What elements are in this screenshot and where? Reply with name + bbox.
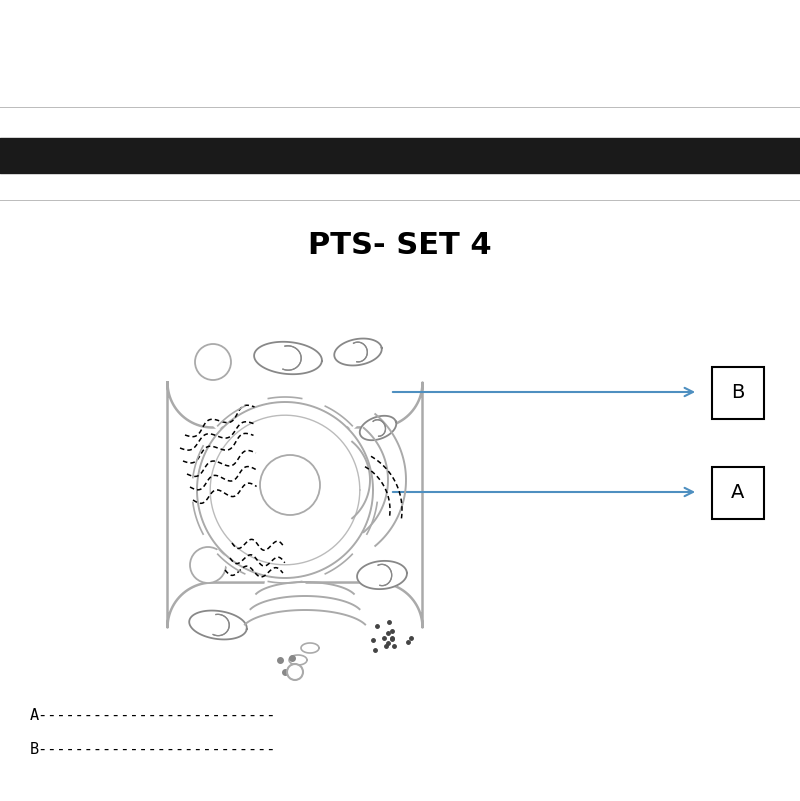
Polygon shape bbox=[357, 561, 407, 589]
Polygon shape bbox=[167, 383, 422, 627]
Text: PTS- SET 4: PTS- SET 4 bbox=[308, 231, 492, 260]
FancyBboxPatch shape bbox=[712, 367, 764, 419]
FancyBboxPatch shape bbox=[712, 467, 764, 519]
Circle shape bbox=[195, 344, 231, 380]
Text: B--------------------------: B-------------------------- bbox=[30, 743, 276, 758]
Circle shape bbox=[287, 664, 303, 680]
Polygon shape bbox=[360, 416, 396, 441]
Polygon shape bbox=[334, 339, 382, 365]
Text: A--------------------------: A-------------------------- bbox=[30, 707, 276, 723]
Circle shape bbox=[260, 455, 320, 515]
Polygon shape bbox=[190, 610, 246, 639]
Text: A: A bbox=[731, 484, 745, 502]
Polygon shape bbox=[197, 402, 373, 578]
Polygon shape bbox=[254, 342, 322, 374]
Circle shape bbox=[190, 547, 226, 583]
Text: B: B bbox=[731, 384, 745, 402]
